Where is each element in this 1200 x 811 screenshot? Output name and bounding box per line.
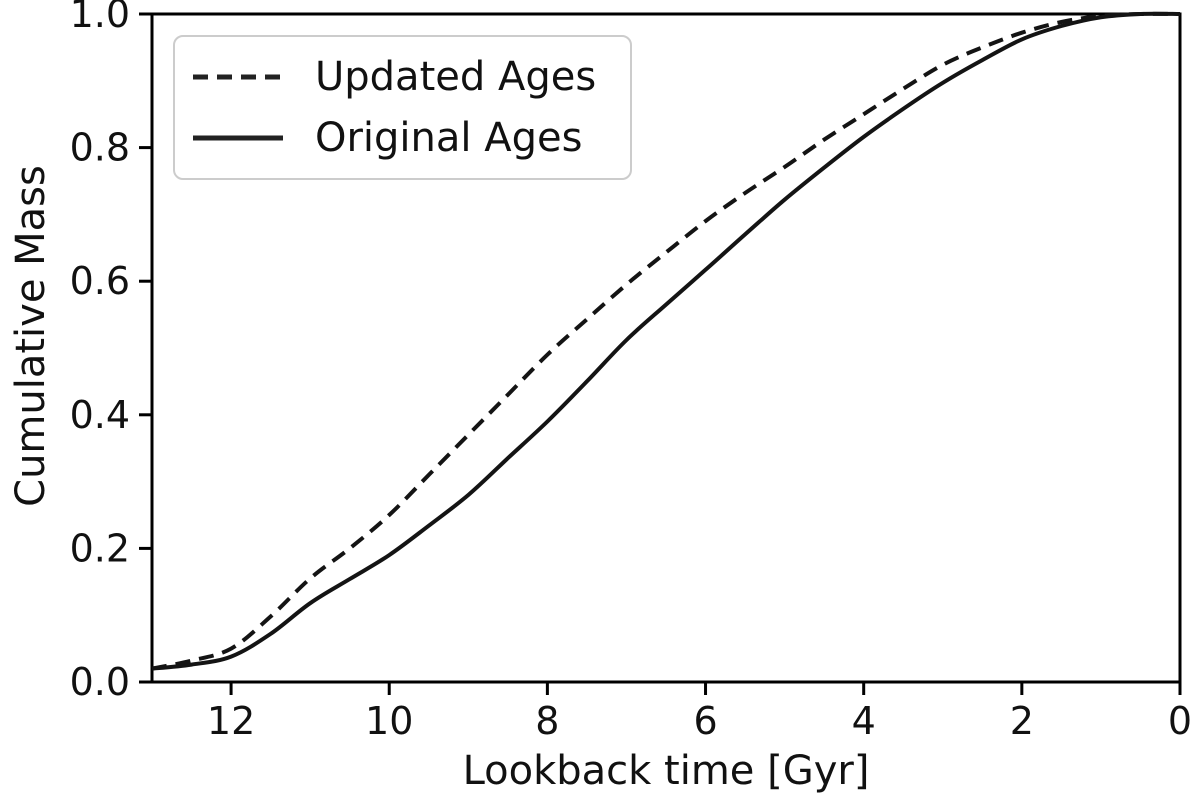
legend-item-updated-ages: Updated Ages <box>193 57 630 97</box>
x-tick-label: 12 <box>207 699 255 743</box>
x-tick-label: 8 <box>535 699 559 743</box>
curve-original-ages <box>151 11 1181 671</box>
x-tick-label: 0 <box>1168 699 1192 743</box>
y-tick-label: 0.4 <box>70 393 130 437</box>
data-curves <box>151 11 1181 671</box>
dashed-line-sample-icon <box>193 74 283 80</box>
legend-label: Original Ages <box>315 114 583 161</box>
x-tick-label: 4 <box>852 699 876 743</box>
solid-line-sample-icon <box>193 135 283 141</box>
y-tick-label: 0.6 <box>70 259 130 303</box>
legend-item-original-ages: Original Ages <box>193 118 630 158</box>
x-tick-label: 2 <box>1010 699 1034 743</box>
x-tick-label: 10 <box>365 699 413 743</box>
x-tick-label: 6 <box>693 699 717 743</box>
y-tick-label: 0.8 <box>70 126 130 170</box>
axis-ticks: 12 10 8 6 4 2 0 0.0 0.2 0.4 0.6 0.8 1.0 <box>70 0 1193 743</box>
y-tick-label: 0.2 <box>70 526 130 570</box>
legend-label: Updated Ages <box>315 54 597 101</box>
plot-frame <box>150 12 1182 684</box>
x-axis-label: Lookback time [Gyr] <box>463 748 870 794</box>
y-tick-label: 1.0 <box>70 0 130 36</box>
curve-updated-ages <box>151 11 1181 671</box>
y-tick-label: 0.0 <box>70 660 130 704</box>
legend: Updated Ages Original Ages <box>173 35 632 180</box>
y-axis-label: Cumulative Mass <box>8 165 54 507</box>
